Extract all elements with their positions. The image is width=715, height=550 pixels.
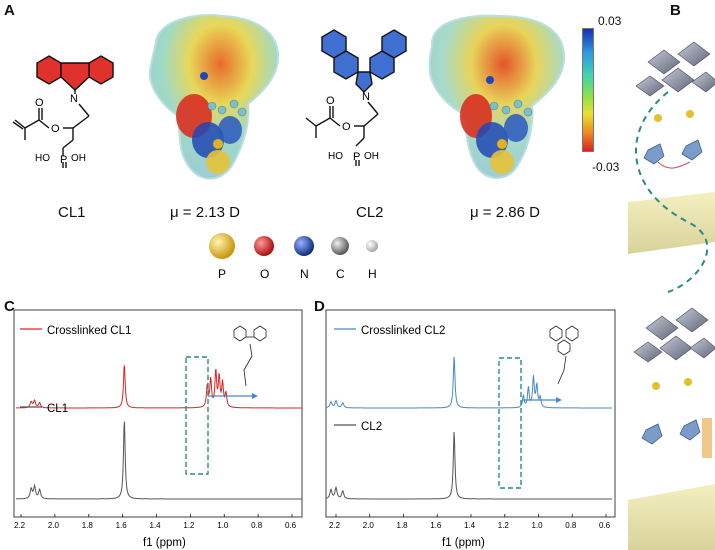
cl1-esp-surface — [148, 14, 280, 180]
x-tick-label: 1.4 — [150, 521, 162, 530]
atom-n-sphere — [294, 236, 314, 256]
magnify-dash-line — [634, 91, 709, 293]
x-tick-label: 1.6 — [430, 521, 442, 530]
panel-letter-a: A — [4, 2, 15, 19]
x-tick-label: 0.8 — [251, 521, 263, 530]
atom-h-sphere — [366, 240, 378, 252]
colorbar — [582, 28, 594, 152]
cl2-o2-label: O — [342, 121, 351, 133]
cl1-ho-label: HO — [35, 153, 50, 164]
substrate-bottom — [628, 484, 715, 550]
panel-letter-d: D — [314, 298, 325, 315]
x-tick-label: 1.8 — [397, 521, 409, 530]
atom-c-sphere — [331, 237, 349, 255]
atom-legend: P O N C H — [209, 233, 378, 281]
cl2-oh-label: OH — [364, 151, 379, 162]
p-atoms-bottom — [652, 378, 692, 390]
legend-cl2: CL2 — [361, 421, 382, 433]
panel-b-illustration — [628, 22, 715, 550]
atom-n-label: N — [300, 267, 309, 281]
cl2-ring-2 — [333, 50, 359, 80]
legend-cl1: CL1 — [47, 403, 68, 415]
x-tick-label: 0.8 — [565, 521, 577, 530]
cl1-p-label: P — [60, 154, 67, 166]
x-tick-label: 2.2 — [329, 521, 341, 530]
cl1-oh-label: OH — [71, 153, 86, 164]
p-atoms-top — [654, 110, 694, 122]
legend-crosslinked-cl1: Crosslinked CL1 — [47, 325, 131, 337]
x-tick-label: 1.0 — [217, 521, 229, 530]
cl1-spectrum — [15, 421, 302, 500]
nmr-panel-d: 2.2 2.0 1.8 1.6 1.4 1.2 1.0 0.8 0.6 Crosslinked … — [325, 309, 616, 549]
cl2-p-label: P — [353, 151, 360, 163]
molecules-bottom — [641, 419, 701, 445]
cl2-ho-label: HO — [328, 151, 343, 162]
cl1-n-label: N — [70, 93, 78, 105]
nmr-panel-c: 2.2 2.0 1.8 1.6 1.4 1.2 1.0 0.8 0.6 Crosslinked … — [13, 309, 303, 549]
cl2-esp-surface — [428, 14, 566, 179]
cl2-spectrum — [325, 431, 612, 500]
cl1-right-ring — [88, 55, 114, 85]
x-tick-label: 2.0 — [48, 521, 60, 530]
cl1-left-ring — [36, 55, 62, 85]
cl2-dipole: μ = 2.86 D — [470, 204, 540, 221]
x-tick-label: 1.2 — [183, 521, 195, 530]
inset-molecule-c — [233, 325, 267, 387]
x-tick-label: 1.2 — [498, 521, 510, 530]
crosslinked-cl2-spectrum — [325, 356, 612, 409]
nmr-c-frame — [13, 309, 303, 518]
perovskite-top — [635, 41, 715, 97]
cl1-structure: N O O P HO OH — [12, 55, 114, 168]
cl2-structure: N O O P HO OH — [305, 29, 407, 166]
cl2-ring-4 — [369, 50, 395, 80]
atom-h-label: H — [368, 267, 377, 281]
x-tick-label: 2.0 — [363, 521, 375, 530]
highlight-box — [185, 356, 209, 475]
highlight-box-d — [498, 357, 522, 489]
panel-letter-b: B — [670, 2, 681, 19]
legend-crosslinked-cl2: Crosslinked CL2 — [361, 325, 445, 337]
colorbar-min: -0.03 — [592, 160, 620, 174]
panel-letter-c: C — [4, 298, 15, 315]
nmr-d-frame — [325, 309, 616, 518]
cl1-name: CL1 — [58, 204, 86, 221]
nmr-c-xlabel: f1 (ppm) — [143, 537, 186, 549]
perovskite-bottom — [633, 307, 715, 363]
colorbar-max: 0.03 — [598, 14, 622, 28]
cl2-n-label: N — [362, 91, 370, 103]
cl1-o2-label: O — [51, 123, 60, 135]
cl1-o-label: O — [35, 97, 44, 109]
substrate-top — [628, 192, 715, 254]
atom-o-sphere — [254, 236, 274, 256]
x-tick-label: 1.6 — [116, 521, 128, 530]
inset-molecule-d — [549, 325, 579, 385]
molecules-top — [643, 139, 703, 165]
x-tick-label: 2.2 — [14, 521, 26, 530]
x-tick-label: 1.0 — [532, 521, 544, 530]
cl2-name: CL2 — [356, 204, 384, 221]
atom-c-label: C — [336, 267, 345, 281]
bottom-link — [702, 418, 712, 458]
x-tick-label: 1.8 — [82, 521, 94, 530]
atom-p-label: P — [218, 267, 226, 281]
atom-o-label: O — [260, 267, 269, 281]
crosslinked-cl1-spectrum — [16, 365, 302, 409]
x-tick-label: 0.6 — [285, 521, 297, 530]
x-tick-label: 1.4 — [464, 521, 476, 530]
cl1-dipole: μ = 2.13 D — [170, 204, 240, 221]
cl2-o-label: O — [326, 95, 335, 107]
nmr-d-xlabel: f1 (ppm) — [442, 537, 485, 549]
x-tick-label: 0.6 — [599, 521, 611, 530]
atom-p-sphere — [209, 233, 235, 259]
